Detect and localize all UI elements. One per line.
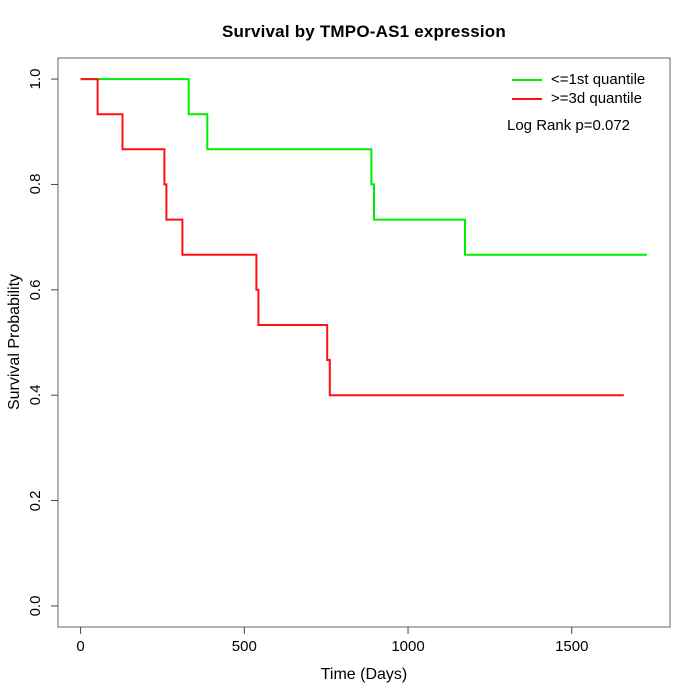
legend-item: <=1st quantile [512, 70, 645, 89]
km-curve-ge-3d-quantile [80, 78, 624, 397]
legend: <=1st quantile >=3d quantile [512, 70, 645, 108]
x-tick-label: 0 [76, 638, 85, 655]
y-tick-label: 0.6 [27, 279, 44, 301]
x-tick-label: 1000 [391, 638, 425, 655]
legend-line-swatch-red [512, 97, 542, 100]
y-axis-label-text: Survival Probability [6, 273, 23, 411]
x-tick-label: 500 [231, 638, 257, 655]
x-tick-label: 1500 [555, 638, 589, 655]
legend-item: >=3d quantile [512, 89, 645, 108]
x-axis-label: Time (Days) [320, 666, 408, 683]
y-tick-label: 0.0 [27, 595, 44, 617]
legend-label: <=1st quantile [551, 71, 646, 88]
log-rank-pvalue: Log Rank p=0.072 [507, 117, 631, 134]
chart-title: Survival by TMPO-AS1 expression [222, 22, 506, 41]
y-tick-label: 0.2 [27, 490, 44, 511]
y-tick-label: 0.8 [27, 174, 44, 195]
legend-line-swatch-green [512, 78, 542, 81]
axis-ticks [51, 78, 573, 634]
y-tick-label: 1.0 [27, 68, 44, 90]
plot-box [57, 57, 671, 628]
y-tick-label: 0.4 [27, 384, 44, 406]
legend-label: >=3d quantile [551, 90, 642, 107]
km-curve-le-1st-quantile [80, 78, 647, 256]
